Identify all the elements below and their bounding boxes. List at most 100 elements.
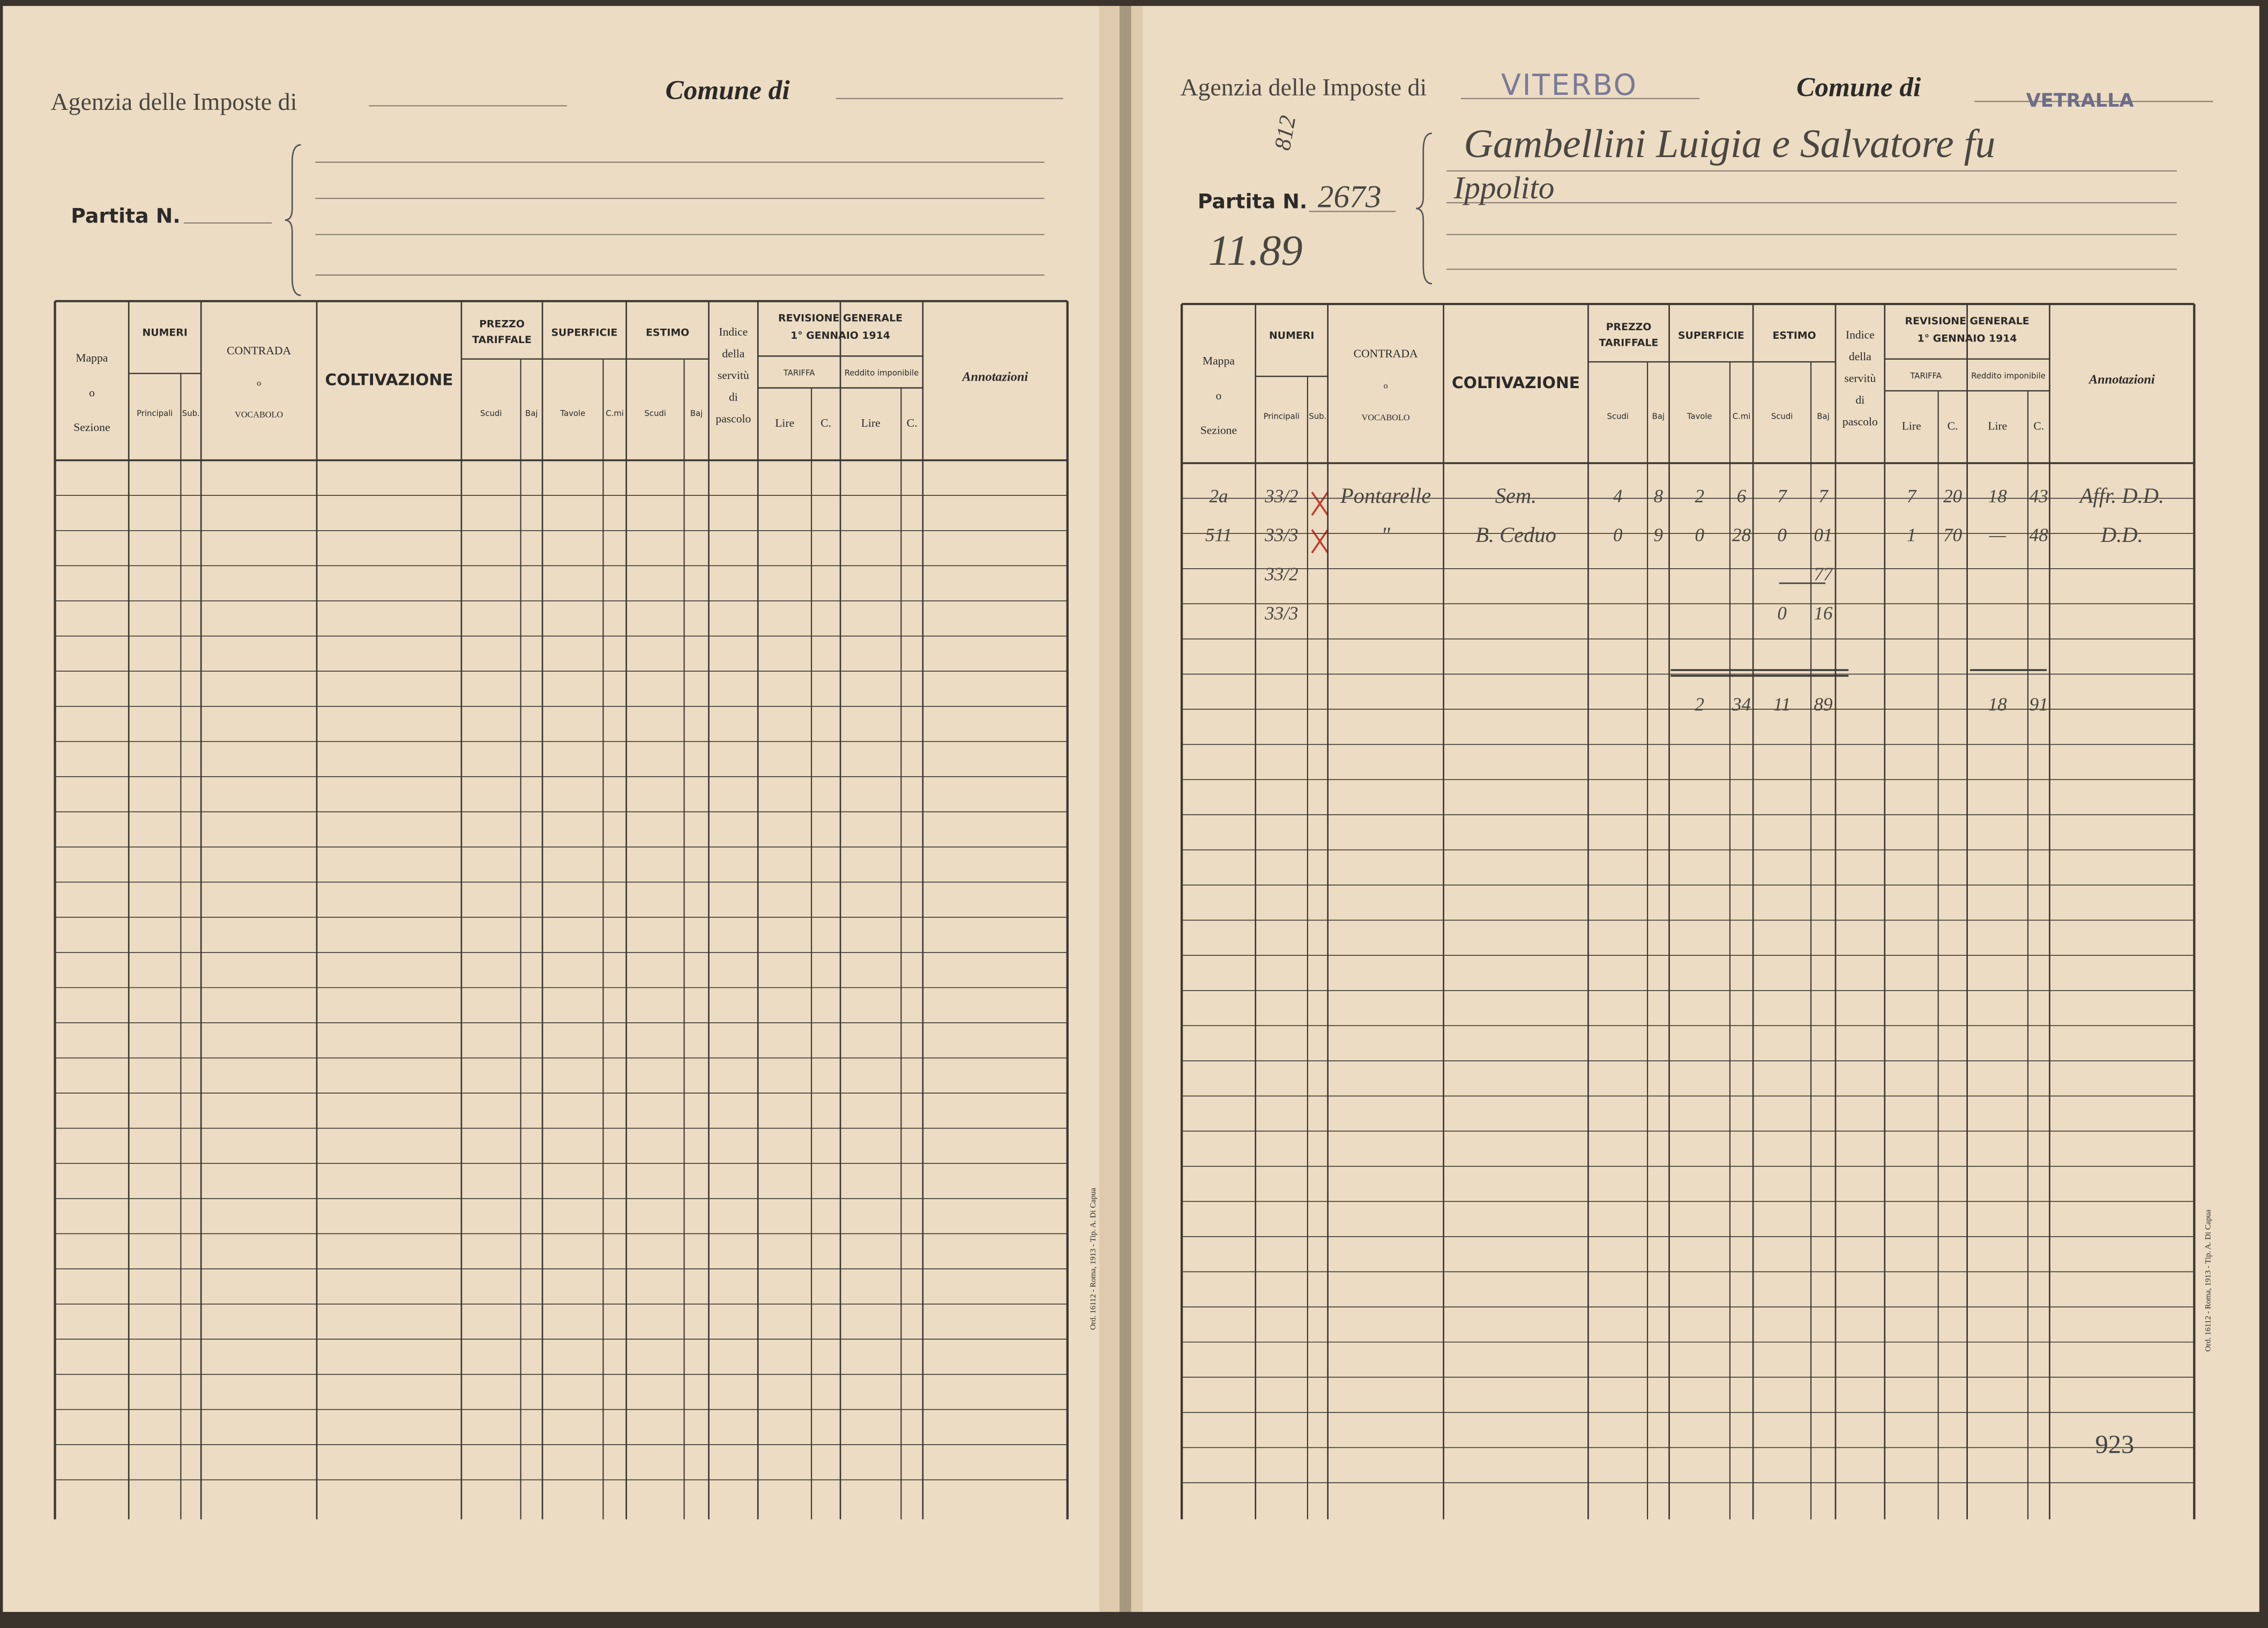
brace: [285, 144, 301, 296]
header-indice: servitù: [718, 369, 749, 382]
entry-estimo-baj: 77: [1814, 564, 1834, 585]
header-annotazioni: Annotazioni: [2088, 373, 2155, 387]
header-baj: Baj: [1652, 412, 1665, 421]
header-c: C.: [1948, 419, 1958, 432]
header-baj: Baj: [525, 409, 538, 418]
header-annotazioni: Annotazioni: [961, 369, 1028, 384]
entry-sup-cmi: 34: [1732, 694, 1751, 715]
header-revisione: 1° GENNAIO 1914: [1918, 332, 2017, 344]
header-mappa: Mappa: [76, 352, 108, 365]
entry-coltivazione: B. Ceduo: [1475, 523, 1556, 547]
header-baj: Baj: [1817, 412, 1829, 421]
header-contrada: o: [257, 378, 261, 388]
header-cmi: C.mi: [1733, 412, 1751, 421]
total-rule: [1670, 669, 2047, 677]
header-indice: pascolo: [1842, 415, 1878, 428]
entry-reddito-c: 91: [2030, 694, 2048, 715]
entry-prezzo-baj: 9: [1654, 525, 1663, 546]
header-reddito: Reddito imponibile: [1971, 371, 2046, 381]
header-prezzo: PREZZO: [479, 318, 525, 330]
header-mappa: o: [89, 386, 95, 399]
margin-number: 812: [1270, 114, 1301, 152]
owner-name: Gambellini Luigia e Salvatore fu: [1464, 122, 1995, 166]
header-scudi: Scudi: [644, 409, 666, 418]
page-number: 923: [2095, 1430, 2134, 1459]
printer-note: Ord. 16112 - Roma, 1913 - Tip. A. Di Cap…: [2204, 1209, 2213, 1352]
entry-mappa: 2a: [1209, 486, 1228, 507]
entry-reddito-lire: —: [1989, 525, 2006, 546]
entry-reddito-lire: 18: [1988, 486, 2008, 507]
entry-principali: 33/2: [1264, 486, 1298, 507]
header-tariffa: TARIFFA: [783, 369, 815, 378]
header-reddito: Reddito imponibile: [845, 369, 919, 378]
header-revisione: REVISIONE GENERALE: [1905, 315, 2030, 327]
entry-annotazioni: D.D.: [2100, 523, 2143, 547]
header-scudi: Scudi: [1771, 412, 1793, 421]
header-contrada: VOCABOLO: [235, 410, 283, 420]
entry-coltivazione: Sem.: [1495, 484, 1537, 508]
entry-estimo-scudi: 0: [1777, 603, 1787, 623]
header-mappa: Sezione: [1200, 424, 1237, 437]
entry-contrada: ": [1381, 523, 1391, 547]
entry-estimo-baj: 7: [1818, 486, 1829, 507]
right-page: [1131, 6, 2259, 1612]
agency-label: Agenzia delle Imposte di: [50, 88, 297, 115]
entry-sup-cmi: 6: [1737, 486, 1747, 507]
entry-prezzo-scudi: 0: [1613, 525, 1623, 546]
header-indice: di: [1855, 393, 1864, 406]
entry-estimo-scudi: 7: [1777, 486, 1787, 507]
header-estimo: ESTIMO: [1772, 330, 1816, 341]
partita-label: Partita N.: [71, 204, 180, 228]
header-indice: della: [722, 347, 744, 360]
header-indice: Indice: [719, 325, 748, 338]
header-sub: Sub.: [182, 409, 200, 418]
entry-tariffa-c: 20: [1943, 486, 1963, 507]
entry-estimo-baj: 01: [1814, 525, 1833, 546]
header-sub: Sub.: [1309, 412, 1326, 421]
header-revisione: 1° GENNAIO 1914: [790, 330, 890, 341]
entry-reddito-lire: 18: [1988, 694, 2008, 715]
header-c: C.: [2033, 419, 2044, 432]
header-mappa: Sezione: [73, 421, 110, 434]
entry-tariffa-lire: 1: [1907, 525, 1916, 546]
entry-mappa: 511: [1205, 525, 1232, 546]
header-rules: [183, 98, 2213, 276]
header-principali: Principali: [1264, 412, 1300, 421]
header-revisione: REVISIONE GENERALE: [778, 313, 902, 324]
partita-label: Partita N.: [1198, 190, 1307, 213]
header-lire: Lire: [861, 417, 881, 429]
entry-reddito-c: 48: [2030, 525, 2049, 546]
left-page: [3, 6, 1120, 1612]
brace: [1416, 132, 1433, 285]
entry-reddito-c: 43: [2030, 486, 2048, 507]
header-indice: Indice: [1846, 328, 1875, 341]
header-contrada: CONTRADA: [1354, 347, 1418, 360]
entry-principali: 33/3: [1264, 603, 1298, 623]
agency-label: Agenzia delle Imposte di: [1180, 73, 1427, 101]
header-mappa: o: [1215, 389, 1221, 402]
header-prezzo: PREZZO: [1606, 321, 1652, 333]
header-superficie: SUPERFICIE: [551, 327, 617, 339]
entry-prezzo-baj: 8: [1654, 486, 1663, 507]
entry-tariffa-lire: 7: [1907, 486, 1917, 507]
entry-estimo-scudi: 0: [1777, 525, 1787, 546]
header-tariffa: TARIFFA: [1909, 371, 1942, 381]
entry-prezzo-scudi: 4: [1613, 486, 1623, 507]
entry-sup-tavole: 2: [1695, 486, 1705, 507]
header-scudi: Scudi: [480, 409, 502, 418]
entry-principali: 33/2: [1264, 564, 1298, 585]
entry-sup-cmi: 28: [1732, 525, 1751, 546]
header-estimo: ESTIMO: [646, 327, 689, 339]
margin-note: 11.89: [1208, 226, 1303, 274]
entry-principali: 33/3: [1264, 525, 1298, 546]
entry-estimo-baj: 16: [1814, 603, 1833, 623]
header-principali: Principali: [137, 409, 173, 418]
comune-label: Comune di: [1796, 72, 1921, 102]
header-coltivazione: COLTIVAZIONE: [325, 370, 453, 389]
header-indice: pascolo: [715, 412, 751, 425]
header-contrada: VOCABOLO: [1362, 413, 1410, 422]
header-indice: servitù: [1845, 371, 1876, 384]
partita-value: 2673: [1318, 179, 1382, 214]
